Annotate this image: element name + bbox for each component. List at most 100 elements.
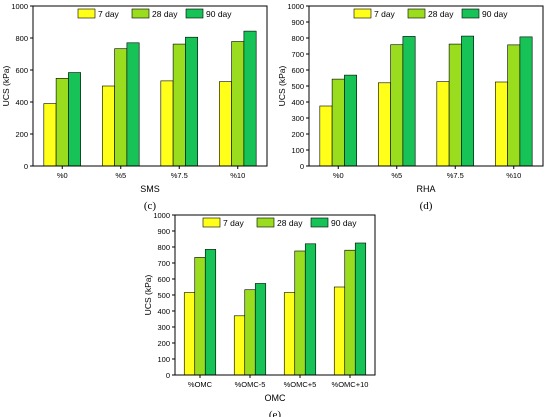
- y-tick-label: 1000: [153, 211, 170, 220]
- bar-90-day: [402, 36, 416, 167]
- bar-28-day: [194, 257, 206, 376]
- bar-28-day: [244, 289, 256, 376]
- chart-d: 0 100 200 300 400 500 600 700 800 900 1000 %0 %5 %7.5…: [277, 2, 544, 212]
- bar-28-day: [507, 44, 521, 167]
- y-tick-label: 0: [24, 162, 28, 171]
- y-tick-label: 800: [15, 34, 28, 43]
- x-tick-label: %OMC-5: [235, 380, 266, 389]
- x-tick-label: %7.5: [171, 171, 188, 180]
- x-tick-label: %10: [506, 171, 521, 180]
- x-tick-label: %7.5: [447, 171, 464, 180]
- bar-7-day: [219, 81, 232, 167]
- y-tick-label: 100: [157, 355, 170, 364]
- bar-7-day: [319, 105, 333, 167]
- caption: (c): [144, 200, 157, 212]
- legend-label: 90 day: [331, 218, 357, 228]
- bar-28-day: [344, 249, 356, 376]
- y-tick-label: 600: [15, 66, 28, 75]
- bar-7-day: [102, 85, 115, 167]
- y-tick-label: 900: [291, 18, 304, 27]
- caption: (d): [420, 200, 433, 212]
- legend-swatch: [77, 8, 96, 19]
- bar-90-day: [254, 283, 267, 376]
- legend-swatch: [131, 8, 150, 19]
- bar-7-day: [378, 82, 391, 167]
- legend-label: 28 day: [428, 9, 454, 19]
- bar-28-day: [172, 43, 186, 167]
- bar-90-day: [304, 243, 317, 376]
- bar-90-day: [68, 72, 81, 167]
- y-tick-label: 800: [291, 34, 304, 43]
- x-tick-label: %5: [115, 171, 126, 180]
- x-tick-label: %0: [57, 171, 68, 180]
- plot-frame: [32, 5, 268, 167]
- bar-28-day: [448, 43, 462, 167]
- y-tick-label: 200: [15, 130, 28, 139]
- bar-7-day: [495, 81, 508, 167]
- bar-7-day: [333, 286, 346, 376]
- legend-swatch: [407, 8, 426, 19]
- bar-7-day: [283, 292, 296, 376]
- legend-swatch: [185, 8, 204, 19]
- y-tick-label: 200: [291, 130, 304, 139]
- legend-swatch: [202, 217, 221, 228]
- bar-28-day: [294, 250, 306, 376]
- y-tick-label: 500: [157, 291, 170, 300]
- y-axis-title: UCS (kPa): [143, 275, 153, 316]
- y-axis-title: UCS (kPa): [277, 66, 287, 107]
- chart-e: 0 100 200 300 400 500 600 700 800 900 1000 %OMC %OMC…: [143, 211, 376, 417]
- legend-label: 28 day: [277, 218, 303, 228]
- caption: (e): [269, 409, 282, 417]
- x-tick-label: %OMC+10: [332, 380, 369, 389]
- y-tick-label: 700: [157, 259, 170, 268]
- bar-7-day: [160, 80, 174, 167]
- y-tick-label: 200: [157, 339, 170, 348]
- y-tick-label: 1000: [287, 2, 304, 11]
- bar-7-day: [233, 315, 246, 376]
- bar-28-day: [331, 78, 345, 167]
- y-tick-label: 0: [300, 162, 304, 171]
- legend-label: 90 day: [206, 9, 232, 19]
- y-tick-label: 600: [157, 275, 170, 284]
- y-tick-label: 700: [291, 50, 304, 59]
- y-tick-label: 300: [291, 114, 304, 123]
- y-tick-label: 600: [291, 66, 304, 75]
- legend-label: 7 day: [374, 9, 396, 19]
- x-tick-label: %5: [391, 171, 402, 180]
- y-tick-label: 400: [157, 307, 170, 316]
- bar-90-day: [461, 35, 474, 167]
- bar-28-day: [114, 48, 128, 167]
- bar-90-day: [519, 36, 533, 167]
- legend-swatch: [461, 8, 480, 19]
- plot-frame: [174, 214, 376, 376]
- bar-28-day: [231, 41, 245, 167]
- bar-90-day: [344, 74, 357, 167]
- y-tick-label: 800: [157, 243, 170, 252]
- legend-label: 90 day: [482, 9, 508, 19]
- bar-90-day: [185, 36, 198, 167]
- legend-swatch: [256, 217, 275, 228]
- bar-28-day: [390, 44, 404, 167]
- legend-swatch: [353, 8, 372, 19]
- bar-7-day: [43, 103, 57, 167]
- y-tick-label: 400: [291, 98, 304, 107]
- legend-label: 28 day: [152, 9, 178, 19]
- chart-c: 0 200 400 600 800 1000 %0 %5 %7.5 %10 SMS UCS (kPa)…: [1, 2, 268, 212]
- legend-swatch: [310, 217, 329, 228]
- plot-frame: [308, 5, 544, 167]
- x-tick-label: %10: [230, 171, 245, 180]
- bar-90-day: [204, 249, 217, 376]
- x-tick-label: %OMC+5: [284, 380, 317, 389]
- legend-label: 7 day: [98, 9, 120, 19]
- y-tick-label: 400: [15, 98, 28, 107]
- bar-90-day: [354, 242, 367, 376]
- legend-label: 7 day: [223, 218, 245, 228]
- x-tick-label: %OMC: [188, 380, 213, 389]
- y-axis-title: UCS (kPa): [1, 66, 11, 107]
- x-axis-title: RHA: [416, 184, 435, 194]
- bar-7-day: [183, 292, 196, 376]
- y-tick-label: 100: [291, 146, 304, 155]
- x-tick-label: %0: [333, 171, 344, 180]
- y-tick-label: 300: [157, 323, 170, 332]
